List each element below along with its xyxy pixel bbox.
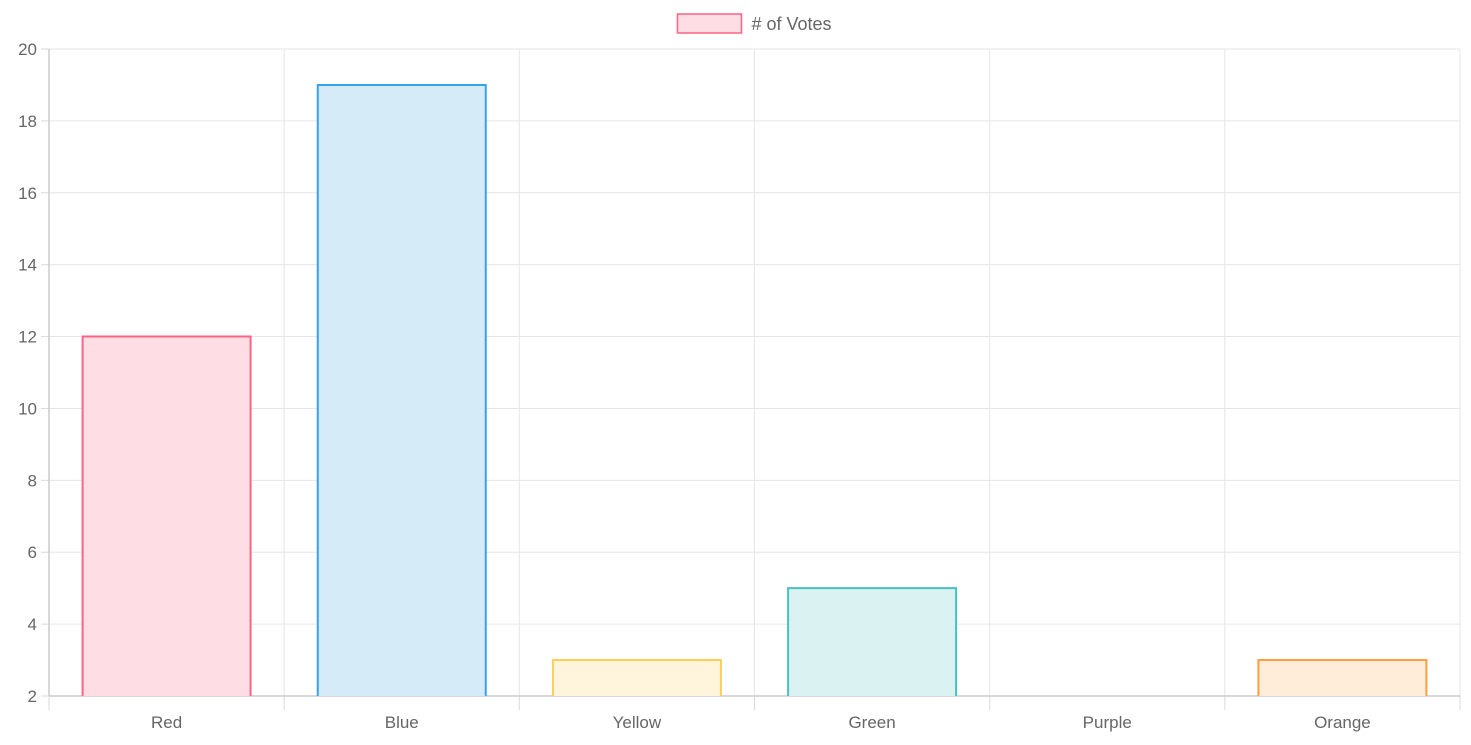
legend-swatch[interactable] — [676, 13, 743, 34]
bar-border-green — [787, 587, 958, 696]
x-tick-label-green: Green — [848, 713, 895, 732]
bar-blue[interactable] — [317, 84, 486, 696]
bar-border-blue — [316, 83, 487, 696]
x-axis-tick-labels: Red Blue Yellow Green Purple Orange — [151, 713, 1371, 732]
x-tick-label-purple: Purple — [1083, 713, 1132, 732]
bars — [81, 83, 1428, 696]
y-tick-label: 4 — [28, 615, 37, 634]
y-tick-label: 10 — [18, 399, 37, 418]
axes — [41, 48, 1461, 710]
bar-border-yellow — [551, 659, 722, 696]
bar-border-orange — [1257, 659, 1428, 696]
legend[interactable]: # of Votes — [676, 13, 832, 34]
bar-border-red — [81, 335, 252, 696]
bar-orange[interactable] — [1258, 660, 1427, 696]
y-tick-label: 18 — [18, 112, 37, 131]
x-tick-label-yellow: Yellow — [613, 713, 662, 732]
y-tick-label: 16 — [18, 184, 37, 203]
bar-yellow[interactable] — [552, 660, 721, 696]
bar-green[interactable] — [788, 588, 957, 696]
x-tick-label-blue: Blue — [385, 713, 419, 732]
bar-red[interactable] — [82, 336, 251, 696]
y-tick-label: 12 — [18, 328, 37, 347]
y-tick-label: 2 — [28, 687, 37, 706]
y-tick-label: 14 — [18, 256, 37, 275]
y-axis-tick-labels: 2 4 6 8 10 12 14 16 18 20 — [18, 40, 37, 706]
y-tick-label: 6 — [28, 543, 37, 562]
y-tick-label: 8 — [28, 471, 37, 490]
y-tick-label: 20 — [18, 40, 37, 59]
x-tick-label-orange: Orange — [1314, 713, 1371, 732]
legend-label-votes[interactable]: # of Votes — [751, 14, 831, 34]
x-tick-label-red: Red — [151, 713, 182, 732]
grid-lines — [49, 48, 1461, 696]
